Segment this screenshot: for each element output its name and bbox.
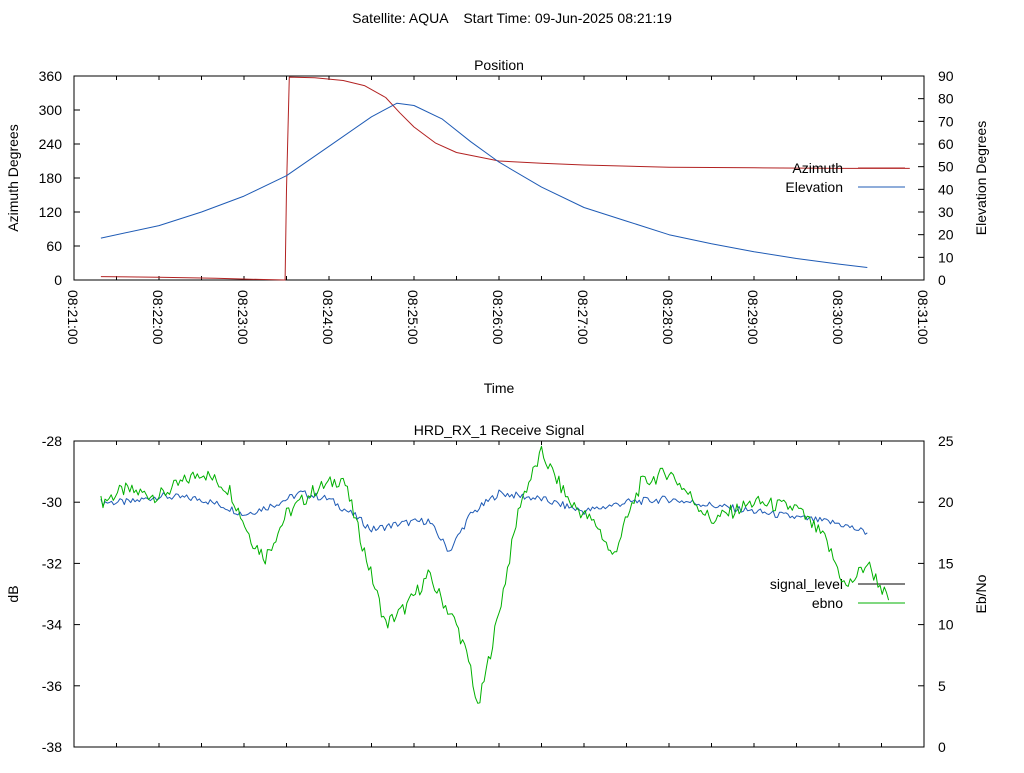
y-tick-label: 0 [54,272,62,288]
y2-tick-label: 40 [938,181,954,197]
legend-label: Elevation [785,179,843,195]
legend-label: ebno [812,595,843,611]
legend-label: Azimuth [792,160,843,176]
x-tick-label: 08:22:00 [150,290,166,345]
y-tick-label: 120 [39,204,63,220]
x-tick-label: 08:25:00 [405,290,421,345]
x-axis-label: Time [484,380,515,396]
y2-axis-label: Elevation Degrees [973,121,989,235]
y2-tick-label: 50 [938,159,954,175]
series-line-elevation [100,102,868,268]
y-tick-label: -28 [42,433,62,449]
y2-tick-label: 0 [938,739,946,755]
y2-tick-label: 25 [938,433,954,449]
plot-frame [73,440,925,748]
x-tick-label: 08:24:00 [320,290,336,345]
chart-1: Position 0 60 120 180 240 300 360 0 10 20 30 40 50 60 7… [5,57,989,396]
y2-tick-label: 20 [938,494,954,510]
series-line-ebno [100,445,890,704]
y-axis-label: Azimuth Degrees [5,124,21,231]
legend-label: signal_level [770,576,843,592]
x-tick-label: 08:30:00 [830,290,846,345]
y2-tick-label: 5 [938,678,946,694]
y2-tick-label: 0 [938,272,946,288]
x-tick-label: 08:29:00 [745,290,761,345]
y-tick-label: 240 [39,136,63,152]
y2-axis-label: Eb/No [973,574,989,613]
y-tick-label: -38 [42,739,62,755]
y-tick-label: -36 [42,678,62,694]
y-tick-label: -32 [42,555,62,571]
chart-title: HRD_RX_1 Receive Signal [414,422,584,438]
x-tick-label: 08:26:00 [490,290,506,345]
x-tick-label: 08:23:00 [235,290,251,345]
chart-title: Position [474,57,524,73]
chart-2: HRD_RX_1 Receive Signal -38 -36 -34 -32 -30 -2… [5,422,989,755]
x-tick-label: 08:27:00 [575,290,591,345]
y2-tick-label: 30 [938,204,954,220]
y2-tick-label: 20 [938,227,954,243]
y-tick-label: 300 [39,102,63,118]
y-tick-label: 60 [46,238,62,254]
y2-tick-label: 10 [938,617,954,633]
y-tick-label: 180 [39,170,63,186]
x-tick-label: 08:28:00 [660,290,676,345]
y2-tick-label: 80 [938,91,954,107]
x-tick-label: 08:31:00 [915,290,931,345]
y2-tick-label: 15 [938,555,954,571]
plots-group: Position06012018024030036001020304050607… [5,57,989,755]
y-tick-label: 360 [39,68,63,84]
x-tick-label: 08:21:00 [65,290,81,345]
y2-tick-label: 60 [938,136,954,152]
series-line-signal-level [100,489,868,552]
y-axis-label: dB [5,585,21,602]
y2-tick-label: 10 [938,249,954,265]
plot-frame [73,75,925,281]
y-tick-label: -34 [42,617,62,633]
y2-tick-label: 90 [938,68,954,84]
page-title: Satellite: AQUA Start Time: 09-Jun-2025 … [352,10,672,26]
y-tick-label: -30 [42,494,62,510]
y2-tick-label: 70 [938,113,954,129]
